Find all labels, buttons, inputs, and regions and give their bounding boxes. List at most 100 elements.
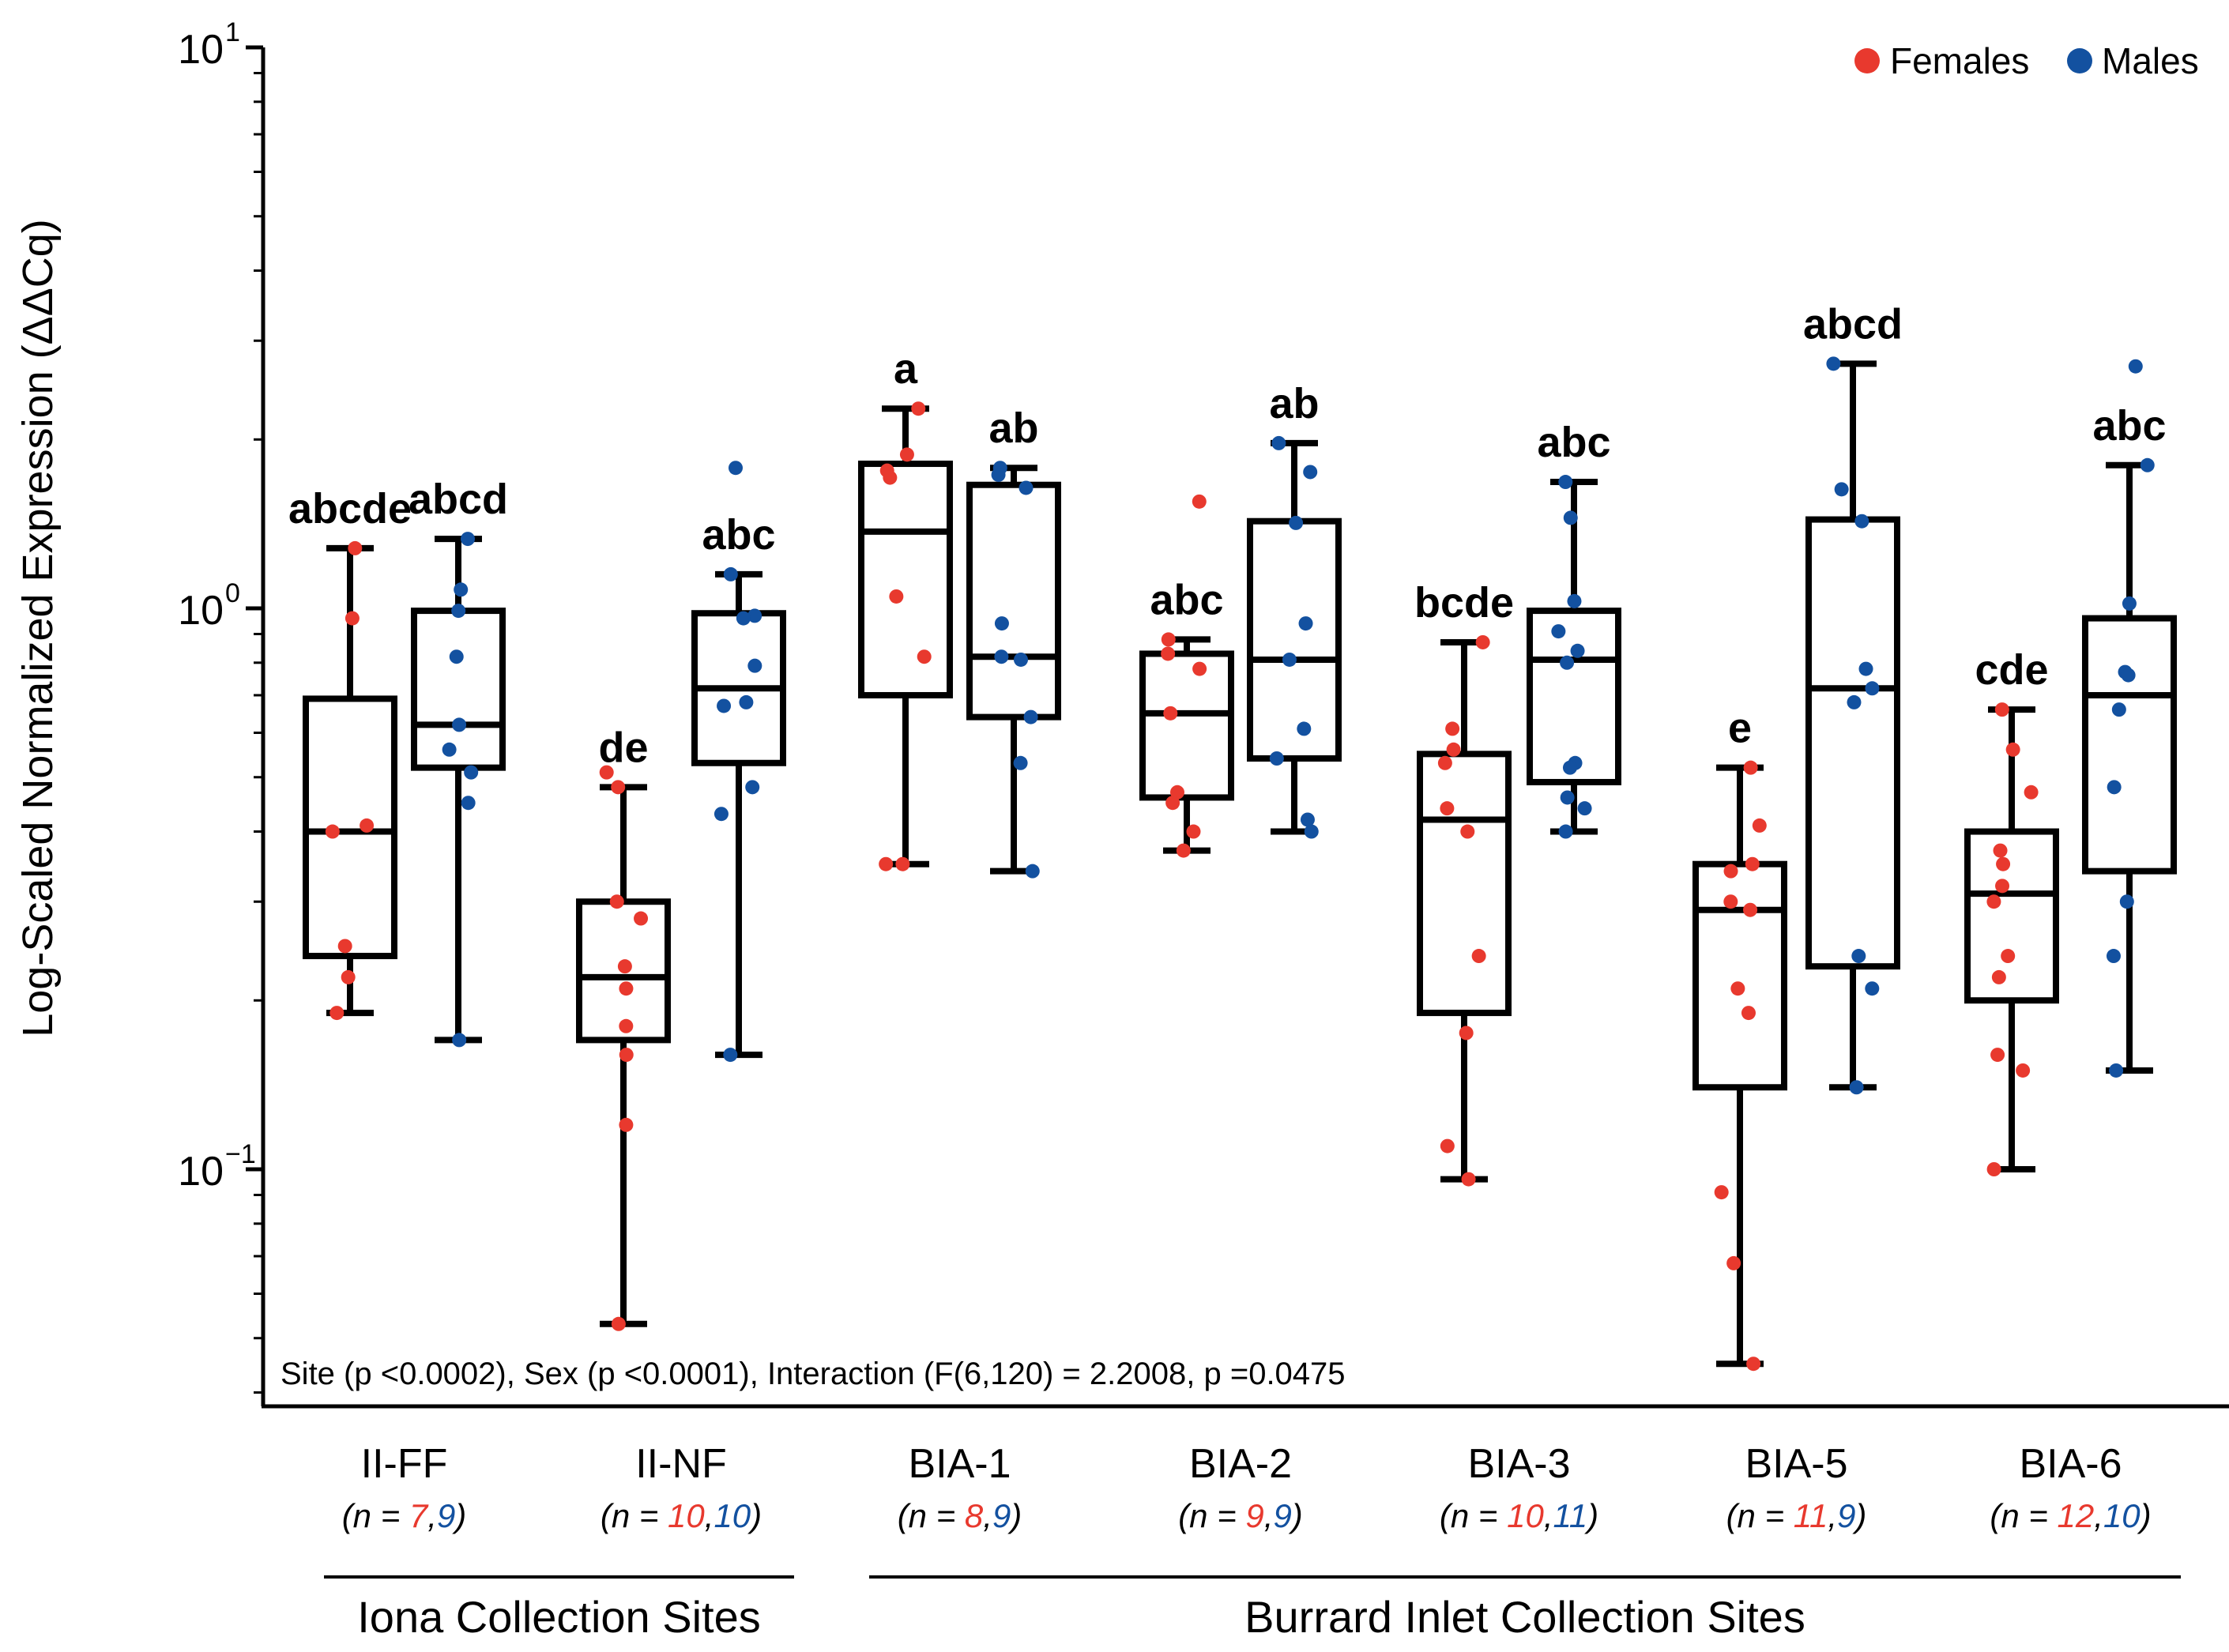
data-point-female — [611, 1316, 626, 1331]
sample-size-label: (n = 11,9) — [1726, 1497, 1867, 1534]
n-females: 10 — [1507, 1497, 1544, 1534]
data-point-female — [1437, 755, 1452, 770]
data-point-female — [1192, 661, 1207, 676]
data-point-female — [325, 824, 340, 839]
data-point-female — [1446, 742, 1461, 757]
significance-letter: abcd — [409, 476, 508, 523]
data-point-female — [345, 611, 360, 626]
data-point-female — [617, 959, 632, 974]
data-point-male — [1304, 824, 1319, 839]
data-point-female — [1746, 1357, 1761, 1372]
significance-letter: abc — [1150, 576, 1223, 623]
data-point-female — [1995, 879, 2010, 894]
y-tick-base: 10 — [178, 1149, 224, 1195]
data-point-female — [1176, 843, 1191, 858]
data-point-female — [341, 969, 356, 984]
data-point-female — [911, 401, 926, 416]
data-point-female — [2005, 742, 2020, 757]
n-females: 12 — [2058, 1497, 2095, 1534]
data-point-male — [1551, 624, 1566, 639]
data-point-female — [1986, 894, 2001, 909]
significance-letter: ab — [988, 405, 1038, 452]
significance-letter: cde — [1975, 646, 2048, 694]
y-tick-exponent: 0 — [225, 578, 240, 608]
data-point-male — [452, 717, 467, 732]
data-point-male — [717, 698, 732, 713]
data-point-female — [599, 765, 614, 780]
data-point-female — [1163, 706, 1178, 721]
y-tick-exponent: −1 — [225, 1139, 256, 1169]
data-point-female — [1993, 843, 2008, 858]
data-point-male — [451, 604, 466, 619]
data-point-female — [1461, 1172, 1476, 1187]
data-point-male — [1014, 652, 1029, 667]
n-open: (n = — [1178, 1497, 1245, 1534]
data-point-female — [1986, 1162, 2001, 1176]
box-iqr — [1692, 860, 1787, 1091]
x-tick-label: BIA-3 — [1467, 1441, 1570, 1487]
sample-size-label: (n = 10,10) — [601, 1497, 762, 1534]
data-point-male — [723, 566, 738, 581]
n-males: 9 — [437, 1497, 455, 1534]
data-point-male — [747, 658, 762, 673]
box-iqr — [858, 461, 953, 698]
n-close: ) — [2137, 1497, 2152, 1534]
data-point-female — [1743, 902, 1758, 917]
box-iqr — [2082, 615, 2177, 875]
legend-marker-females — [1854, 48, 1880, 73]
data-point-male — [723, 1048, 738, 1063]
data-point-male — [736, 611, 751, 626]
x-tick-label: BIA-2 — [1189, 1441, 1292, 1487]
data-point-male — [1562, 760, 1577, 775]
points — [325, 356, 2155, 1372]
data-point-male — [1558, 824, 1573, 839]
data-point-female — [1169, 785, 1184, 800]
data-point-male — [449, 649, 464, 664]
data-point-female — [2001, 949, 2016, 964]
data-point-female — [1723, 864, 1738, 879]
box-iqr — [1417, 751, 1512, 1017]
data-point-male — [2128, 359, 2143, 374]
y-tick-label: 10 — [178, 1149, 224, 1195]
n-males: 9 — [992, 1497, 1011, 1534]
data-point-female — [1445, 721, 1460, 736]
sample-size-label: (n = 8,9) — [898, 1497, 1022, 1534]
n-males: 9 — [1837, 1497, 1855, 1534]
n-females: 8 — [965, 1497, 984, 1534]
box-iqr — [966, 481, 1061, 721]
n-open: (n = — [342, 1497, 409, 1534]
data-point-female — [1459, 1025, 1474, 1040]
n-females: 11 — [1794, 1497, 1828, 1534]
data-point-female — [1726, 1255, 1741, 1270]
data-point-male — [1826, 356, 1841, 371]
data-point-male — [1282, 652, 1297, 667]
significance-letter: e — [1728, 705, 1752, 752]
data-point-female — [1996, 856, 2011, 871]
data-point-male — [452, 1033, 467, 1048]
data-point-male — [1858, 661, 1873, 676]
data-point-male — [1865, 681, 1880, 696]
n-close: ) — [1851, 1497, 1866, 1534]
data-point-male — [2122, 596, 2137, 611]
data-point-male — [1298, 616, 1313, 631]
data-point-female — [1741, 1006, 1756, 1021]
data-point-male — [1570, 643, 1585, 658]
significance-letter: abcd — [1803, 300, 1903, 348]
data-point-female — [348, 540, 363, 555]
data-point-female — [609, 894, 624, 909]
data-point-male — [1577, 801, 1592, 816]
data-point-male — [2111, 702, 2126, 717]
sample-size-label: (n = 9,9) — [1178, 1497, 1303, 1534]
data-point-female — [883, 470, 898, 485]
n-males: 9 — [1273, 1497, 1291, 1534]
data-point-male — [714, 807, 729, 822]
data-point-male — [1303, 465, 1318, 480]
data-point-female — [619, 1048, 634, 1063]
n-males: 10 — [714, 1497, 751, 1534]
legend-label-males: Males — [2102, 40, 2199, 81]
data-point-female — [1440, 801, 1455, 816]
y-tick-base: 10 — [178, 27, 224, 73]
n-sep: , — [2094, 1497, 2103, 1534]
data-point-male — [1847, 694, 1862, 709]
data-point-female — [611, 780, 626, 795]
